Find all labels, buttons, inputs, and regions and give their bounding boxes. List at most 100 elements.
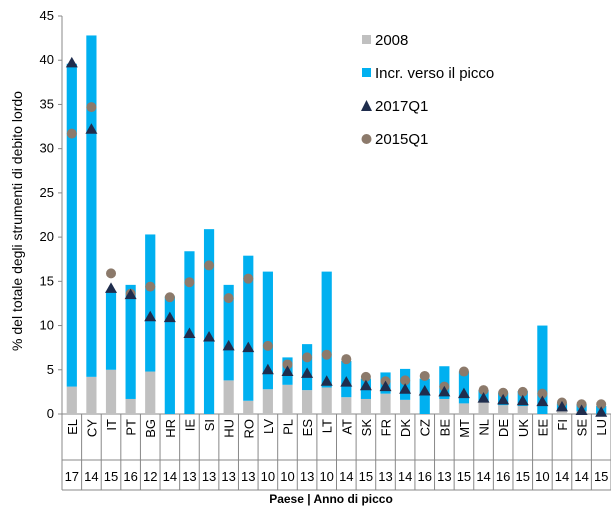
marker-2015q1 xyxy=(341,354,352,365)
x-tick-label-year: 15 xyxy=(359,469,373,484)
legend-swatch xyxy=(361,134,372,144)
bar-2008 xyxy=(478,402,489,414)
bar-incr-verso-il-picco xyxy=(301,344,313,391)
x-tick-label-country: EE xyxy=(535,419,550,437)
marker-2015q1 xyxy=(164,292,175,303)
x-tick-label-year: 14 xyxy=(476,469,490,484)
y-tick-label: 25 xyxy=(40,185,54,200)
marker-2017q1 xyxy=(242,341,255,353)
marker-2015q1 xyxy=(66,128,77,139)
x-tick-label-country: LU xyxy=(594,419,609,436)
bar-incr-verso-il-picco xyxy=(86,35,97,377)
x-tick-label-country: BE xyxy=(437,419,452,437)
x-tick-label-year: 14 xyxy=(398,469,412,484)
x-tick-label-country: SI xyxy=(202,419,217,431)
x-tick-label-year: 10 xyxy=(261,469,275,484)
x-tick-label-year: 14 xyxy=(163,469,177,484)
marker-2017q1 xyxy=(163,311,176,323)
x-tick-label-year: 10 xyxy=(319,469,333,484)
x-tick-label-year: 16 xyxy=(417,469,431,484)
x-tick-label-country: IE xyxy=(182,419,197,432)
marker-2015q1 xyxy=(184,277,195,288)
axes-layer: 0 5 10 15 20 25 30 35 40 45 xyxy=(40,8,611,491)
marker-2015q1 xyxy=(517,386,528,397)
marker-2017q1 xyxy=(105,282,118,293)
x-tick-label-country: AT xyxy=(339,419,354,435)
x-tick-label-country: NL xyxy=(477,419,492,436)
marker-2017q1 xyxy=(65,56,78,68)
x-tick-label-year: 14 xyxy=(574,469,588,484)
bar-2008 xyxy=(380,393,391,414)
bar-incr-verso-il-picco xyxy=(243,255,254,401)
marker-2015q1 xyxy=(596,399,607,410)
x-tick-label-country: PT xyxy=(124,419,139,436)
bar-2008 xyxy=(517,406,528,414)
x-tick-label-country: ES xyxy=(300,419,315,437)
y-tick-label: 45 xyxy=(40,8,54,23)
bar-2008 xyxy=(105,369,117,414)
x-tick-label-year: 15 xyxy=(594,469,608,484)
x-tick-label-year: 14 xyxy=(339,469,353,484)
marker-2015q1 xyxy=(537,388,548,399)
marker-2015q1 xyxy=(321,349,332,360)
marker-2015q1 xyxy=(478,385,489,396)
x-tick-label-year: 13 xyxy=(202,469,216,484)
marker-2017q1 xyxy=(497,393,510,405)
marker-2015q1 xyxy=(204,260,215,271)
x-tick-label-country: FI xyxy=(555,419,570,431)
x-tick-label-year: 14 xyxy=(555,469,569,484)
marker-2017q1 xyxy=(183,327,196,339)
marker-2017q1 xyxy=(595,406,608,417)
x-tick-label-country: UK xyxy=(516,419,531,437)
bars-layer xyxy=(66,35,607,414)
bar-2008 xyxy=(439,398,450,414)
x-tick-label-country: CY xyxy=(84,419,99,437)
legend: 2008 Incr. verso il picco 2017Q1 2015Q1 xyxy=(361,32,494,148)
x-tick-label-year: 12 xyxy=(143,469,157,484)
x-axis-title: Paese | Anno di picco xyxy=(269,492,393,506)
x-tick-label-year: 17 xyxy=(65,469,79,484)
marker-2015q1 xyxy=(576,399,587,410)
bar-incr-verso-il-picco xyxy=(458,371,470,404)
marker-2015q1 xyxy=(498,387,509,398)
bar-2008 xyxy=(341,397,352,414)
bar-2008 xyxy=(556,409,568,414)
y-tick-label: 30 xyxy=(40,141,54,156)
y-tick-label: 40 xyxy=(40,52,54,67)
legend-label: 2008 xyxy=(375,32,408,49)
marker-2015q1 xyxy=(223,293,234,304)
bar-2008 xyxy=(86,376,97,414)
marker-2017q1 xyxy=(575,404,588,415)
bar-incr-verso-il-picco xyxy=(262,271,273,390)
marker-2015q1 xyxy=(86,102,97,113)
x-tick-label-year: 14 xyxy=(84,469,98,484)
x-tick-label-country: SE xyxy=(575,419,590,437)
labels-layer: EL 17 CY 14 IT 15 PT 16 BG 12 HR 14 IE 13 SI 13 HU 13 RO 13… xyxy=(65,419,610,484)
x-tick-label-country: CZ xyxy=(418,419,433,436)
y-tick-label: 15 xyxy=(40,273,54,288)
y-tick-label: 10 xyxy=(40,318,54,333)
marker-2015q1 xyxy=(419,370,430,381)
x-tick-label-country: HR xyxy=(163,419,178,438)
marker-2017q1 xyxy=(457,387,470,399)
bar-incr-verso-il-picco xyxy=(419,378,430,414)
x-tick-label-country: EL xyxy=(65,419,80,435)
marker-2015q1 xyxy=(282,359,293,370)
bar-incr-verso-il-picco xyxy=(145,234,156,372)
marker-2017q1 xyxy=(438,385,451,397)
x-tick-label-year: 13 xyxy=(221,469,235,484)
marker-2017q1 xyxy=(281,365,294,377)
marker-2017q1 xyxy=(144,310,157,322)
marker-2015q1 xyxy=(145,281,156,292)
y-tick-label: 20 xyxy=(40,229,54,244)
y-tick-label: 0 xyxy=(47,406,54,421)
marker-2015q1 xyxy=(243,273,254,284)
markers-layer xyxy=(65,56,608,417)
x-tick-label-year: 10 xyxy=(535,469,549,484)
x-tick-label-year: 13 xyxy=(378,469,392,484)
marker-2017q1 xyxy=(516,394,529,406)
x-tick-label-year: 15 xyxy=(104,469,118,484)
marker-2017q1 xyxy=(418,385,431,396)
bar-2008 xyxy=(145,371,156,414)
